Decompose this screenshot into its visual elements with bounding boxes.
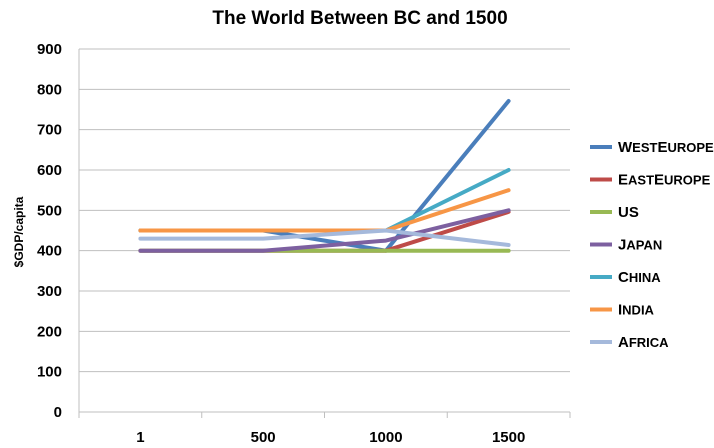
legend-entry-easteurope: EASTEUROPE xyxy=(618,172,711,189)
series-lines xyxy=(138,99,511,253)
legend: WESTEUROPE EASTEUROPE US JAPAN CHINA INDIA AFR… xyxy=(590,139,714,351)
legend-entry-japan: JAPAN xyxy=(618,237,662,254)
y-tick-label: 0 xyxy=(54,404,62,421)
legend-entry-us: US xyxy=(618,204,639,221)
legend-entry-china: CHINA xyxy=(618,269,661,286)
series-line-africa xyxy=(138,228,511,247)
series-line-china xyxy=(138,168,511,233)
series-line-japan xyxy=(138,208,511,253)
y-tick-label: 300 xyxy=(37,283,62,300)
y-tick-label: 100 xyxy=(37,364,62,381)
legend-entry-india: INDIA xyxy=(618,302,655,319)
gridlines xyxy=(79,48,570,373)
x-tick-label: 1500 xyxy=(492,429,525,446)
y-tick-label: 200 xyxy=(37,323,62,340)
y-tick-label: 900 xyxy=(37,41,62,58)
y-tick-label: 500 xyxy=(37,202,62,219)
y-tick-label: 800 xyxy=(37,81,62,98)
legend-entry-westeurope: WESTEUROPE xyxy=(618,139,714,156)
chart-title: The World Between BC and 1500 xyxy=(212,8,507,29)
x-tick-label: 1 xyxy=(136,429,144,446)
x-tick-label: 1000 xyxy=(369,429,402,446)
series-line-india xyxy=(138,188,511,233)
y-tick-label: 400 xyxy=(37,243,62,260)
y-tick-label: 600 xyxy=(37,162,62,179)
legend-entry-africa: AFRICA xyxy=(618,334,669,351)
y-tick-label: 700 xyxy=(37,122,62,139)
y-axis-label: $GDP/capita xyxy=(12,196,26,267)
x-tick-label: 500 xyxy=(251,429,276,446)
